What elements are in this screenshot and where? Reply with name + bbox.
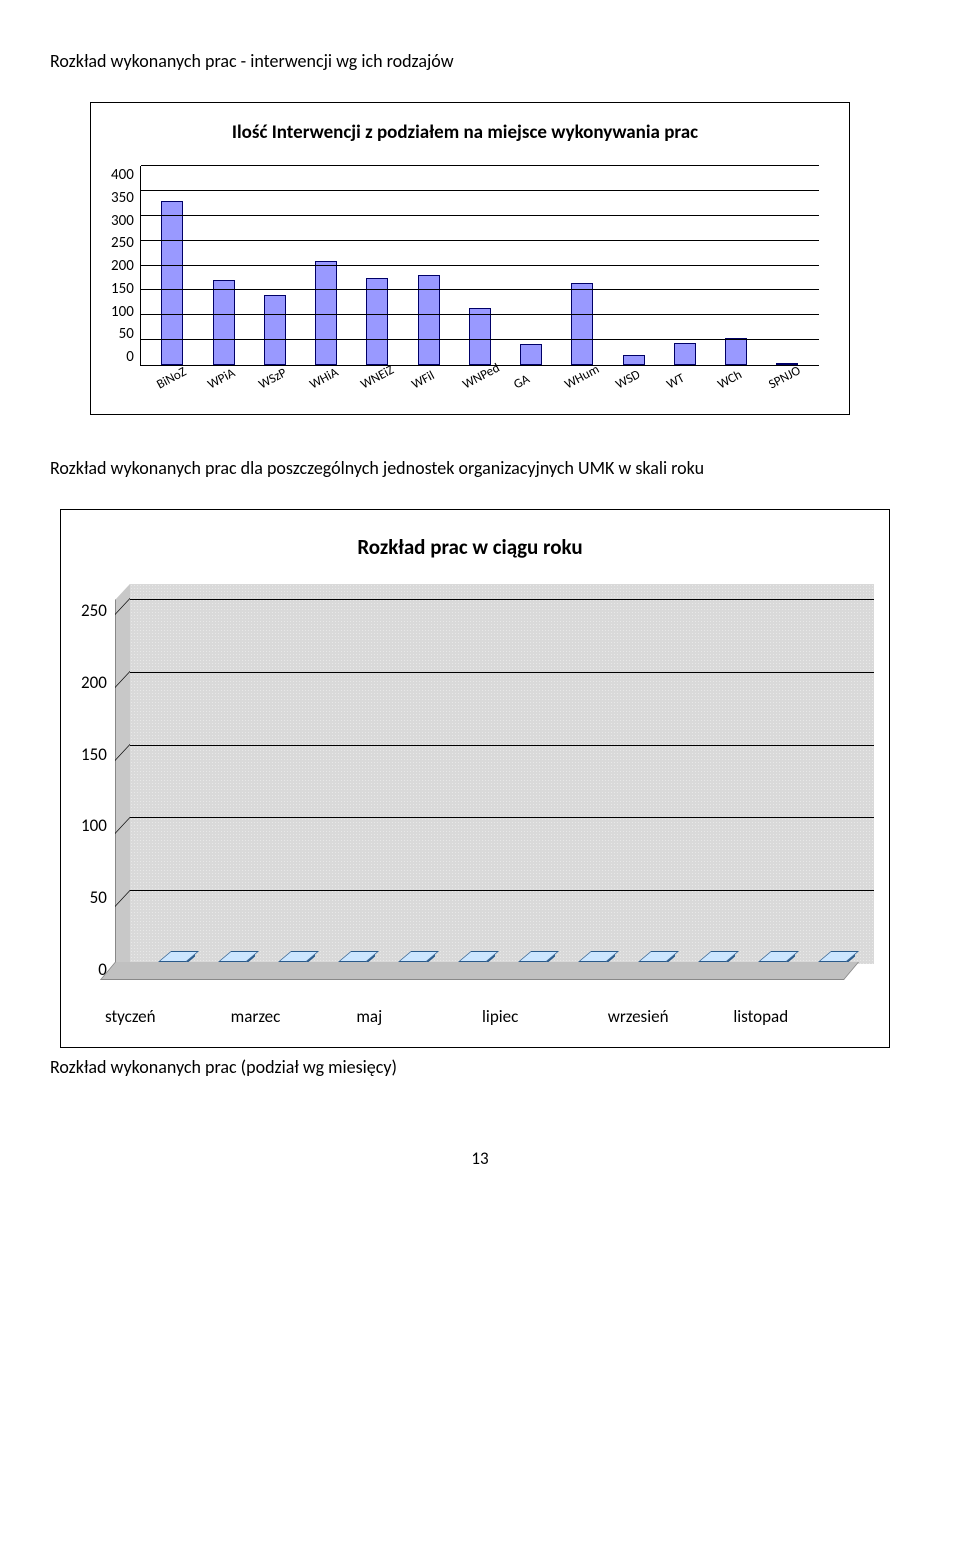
chart1-bar xyxy=(674,343,696,365)
chart1-xlabel: SPNJO xyxy=(767,360,815,404)
chart1-xlabel: WHiA xyxy=(307,360,355,404)
chart2-gridline xyxy=(130,745,874,746)
chart1-container: Ilość Interwencji z podziałem na miejsce… xyxy=(90,102,850,415)
chart1-xlabel: BiNoZ xyxy=(154,360,202,404)
chart1-ytick: 300 xyxy=(111,212,134,230)
chart1-bar xyxy=(520,344,542,365)
chart1-gridline xyxy=(141,165,819,166)
chart2-xlabel: maj xyxy=(356,1006,482,1027)
chart2-title: Rozkład prac w ciągu roku xyxy=(81,534,859,560)
chart1-bars xyxy=(141,166,819,365)
chart1-bar xyxy=(366,278,388,365)
chart1-title: Ilość Interwencji z podziałem na miejsce… xyxy=(111,121,819,144)
chart2-sidewall xyxy=(115,584,130,980)
chart1-xlabel: WNEiZ xyxy=(358,360,406,404)
chart1-xlabels: BiNoZWPiAWSzPWHiAWNEiZWFilWNPedGAWHumWSD… xyxy=(111,366,819,400)
chart2-yaxis: 250200150100500 xyxy=(81,600,115,980)
chart2-gridline xyxy=(130,599,874,600)
chart2-body: 250200150100500 xyxy=(81,600,859,980)
chart1-bar xyxy=(161,201,183,365)
chart1-bar xyxy=(725,338,747,365)
chart1-bar xyxy=(213,280,235,365)
chart2-gridline xyxy=(130,890,874,891)
chart1-ytick: 0 xyxy=(126,348,134,366)
chart1-plot xyxy=(140,166,819,366)
chart1-ytick: 50 xyxy=(119,325,134,343)
chart2-plotwrap xyxy=(115,600,859,980)
chart1-gridline xyxy=(141,314,819,315)
chart1-xlabel: WCh xyxy=(716,360,764,404)
chart1-gridline xyxy=(141,240,819,241)
chart2-ytick: 250 xyxy=(81,600,107,621)
chart2-ytick: 150 xyxy=(81,744,107,765)
chart2-xlabels: styczeńmarzecmajlipiecwrzesieńlistopad xyxy=(81,980,859,1027)
chart1-yaxis: 400 350 300 250 200 150 100 50 0 xyxy=(111,166,140,366)
chart2-floor xyxy=(100,962,859,980)
chart1-xlabel: WSzP xyxy=(256,360,304,404)
chart2-ytick: 200 xyxy=(81,672,107,693)
chart1-bar xyxy=(315,261,337,365)
chart1-gridline xyxy=(141,215,819,216)
chart2-gridline xyxy=(130,672,874,673)
chart1-gridline xyxy=(141,265,819,266)
chart1-gridline xyxy=(141,289,819,290)
chart1-ytick: 200 xyxy=(111,257,134,275)
chart2-container: Rozkład prac w ciągu roku 250 200 150 100 50… xyxy=(60,509,890,1048)
chart1-ytick: 150 xyxy=(111,280,134,298)
chart2-ytick: 50 xyxy=(90,887,107,908)
chart2-xlabel: wrzesień xyxy=(608,1006,734,1027)
chart1-ytick: 350 xyxy=(111,189,134,207)
chart2-ytick: 100 xyxy=(81,815,107,836)
chart1-ytick: 250 xyxy=(111,234,134,252)
chart1-xlabel: WFil xyxy=(409,360,457,404)
caption-chart2-months: Rozkład wykonanych prac (podział wg mies… xyxy=(50,1056,910,1078)
chart2-xlabel: styczeń xyxy=(105,1006,231,1027)
chart2-xlabel: listopad xyxy=(733,1006,859,1027)
chart1-xlabel: GA xyxy=(511,360,559,404)
chart1-body: 400 350 300 250 200 150 100 50 0 xyxy=(111,166,819,366)
chart1-bar xyxy=(264,295,286,365)
chart1-xlabel: WPiA xyxy=(205,360,253,404)
chart1-gridline xyxy=(141,190,819,191)
caption-chart1-units: Rozkład wykonanych prac dla poszczególny… xyxy=(50,457,910,479)
chart1-xlabel: WT xyxy=(664,360,712,404)
chart1-bar xyxy=(571,283,593,365)
chart2-gridline xyxy=(130,817,874,818)
chart2-xlabel: lipiec xyxy=(482,1006,608,1027)
chart1-bar xyxy=(469,308,491,365)
chart1-xlabel: WNPed xyxy=(460,360,508,404)
chart1-xlabel: WSD xyxy=(613,360,661,404)
chart1-gridline xyxy=(141,339,819,340)
chart2-xlabel: marzec xyxy=(231,1006,357,1027)
caption-chart1: Rozkład wykonanych prac - interwencji wg… xyxy=(50,50,910,72)
chart1-xlabel: WHum xyxy=(562,360,610,404)
chart2-bars xyxy=(130,600,874,964)
chart1-ytick: 100 xyxy=(111,303,134,321)
page-number: 13 xyxy=(50,1148,910,1169)
chart1-ytick: 400 xyxy=(111,166,134,184)
chart2-plot xyxy=(115,600,859,980)
